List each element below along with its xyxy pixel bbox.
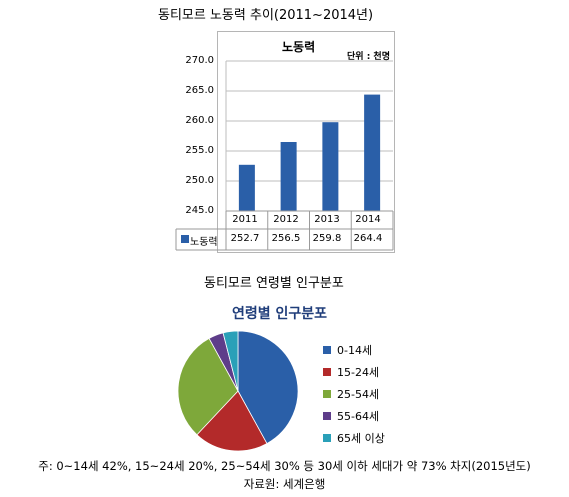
y-tick-label: 250.0 [185,175,214,186]
bar-2011 [238,164,255,211]
bar-2013 [322,122,339,211]
y-tick-label: 270.0 [185,55,214,66]
middle-caption: 동티모르 연령별 인구분포 [204,276,344,291]
pie-slice-2 [177,337,239,436]
pie-chart-title: 연령별 인구분포 [232,306,328,322]
bar-2014 [364,94,381,211]
series-name-cell: 노동력 [190,237,218,248]
series-legend-swatch [181,235,189,243]
bar-chart-title: 노동력 [282,40,316,54]
y-tick-label: 245.0 [185,205,214,216]
legend-label: 65세 이상 [337,432,385,445]
pie-slice-1 [196,390,268,452]
pie-slice-0 [237,330,299,445]
legend-item-25-54: 25-54세 [323,386,379,402]
legend-label: 0-14세 [337,344,373,357]
legend-item-0-14: 0-14세 [323,342,372,358]
data-table-value: 256.5 [271,233,301,244]
legend-swatch [323,412,331,420]
x-category-label: 2013 [314,214,340,225]
legend-swatch [323,346,331,354]
legend-item-55-64: 55-64세 [323,408,379,424]
legend-item-15-24: 15-24세 [323,364,379,380]
x-category-label: 2012 [273,214,299,225]
x-category-label: 2011 [232,214,258,225]
legend-swatch [323,434,331,442]
unit-label: 단위 : 천명 [347,52,390,62]
legend-item-65-plus: 65세 이상 [323,430,385,446]
footer-source: 자료원: 세계은행 [243,477,326,491]
legend-label: 55-64세 [337,410,380,423]
legend-swatch [323,368,331,376]
y-tick-label: 255.0 [185,145,214,156]
legend-label: 15-24세 [337,366,380,379]
pie-svg [177,330,299,452]
footer-note: 주: 0~14세 42%, 15~24세 20%, 25~54세 30% 등 3… [38,459,531,473]
y-tick-label: 260.0 [185,115,214,126]
data-table-value: 259.8 [312,233,342,244]
bar-2012 [280,142,297,211]
data-table-value: 264.4 [353,233,383,244]
top-caption: 동티모르 노동력 추이(2011~2014년) [158,8,374,23]
y-tick-label: 265.0 [185,85,214,96]
legend-swatch [323,390,331,398]
data-table-value: 252.7 [230,233,260,244]
pie-slice-4 [222,330,239,392]
x-category-label: 2014 [355,214,381,225]
legend-label: 25-54세 [337,388,380,401]
